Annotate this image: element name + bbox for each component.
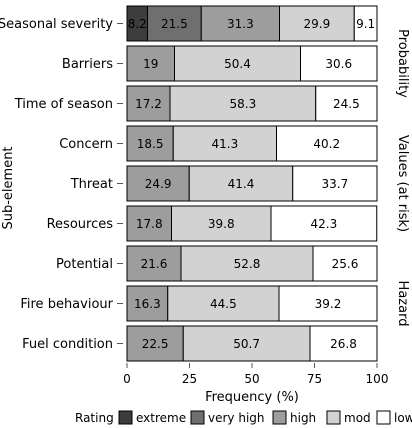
bar-segment-high xyxy=(200,5,280,42)
data-label: 33.7 xyxy=(322,177,349,191)
category-label: Fuel condition xyxy=(22,337,113,352)
y-axis-label: Sub-element xyxy=(1,146,16,229)
legend-label: high xyxy=(290,411,316,425)
bar-segment-mod xyxy=(169,85,317,122)
bar-segment-high xyxy=(126,45,175,82)
x-tick-label: 50 xyxy=(244,372,259,386)
legend-swatch xyxy=(376,410,391,425)
bar-segment-very-high xyxy=(147,5,202,42)
bar-segment-low xyxy=(270,205,378,242)
legend: Rating extreme very high high mod low xyxy=(75,410,412,425)
legend-label: extreme xyxy=(136,411,186,425)
category-label: Potential xyxy=(56,257,113,272)
category-label: Threat xyxy=(70,177,113,192)
data-label: 17.2 xyxy=(135,97,162,111)
legend-swatch xyxy=(326,410,341,425)
x-tick-label: 25 xyxy=(182,372,197,386)
bar-segment-mod xyxy=(172,125,277,162)
x-tick-label: 100 xyxy=(366,372,389,386)
category-label: Barriers xyxy=(62,57,113,72)
data-label: 8.2 xyxy=(128,17,147,31)
facet-label: Hazard xyxy=(395,281,410,327)
legend-title: Rating xyxy=(75,411,114,425)
data-label: 21.6 xyxy=(141,257,168,271)
data-label: 50.7 xyxy=(233,337,260,351)
data-label: 39.8 xyxy=(208,217,235,231)
data-label: 42.3 xyxy=(311,217,338,231)
data-label: 29.9 xyxy=(304,17,331,31)
data-label: 24.9 xyxy=(145,177,172,191)
data-label: 40.2 xyxy=(313,137,340,151)
data-label: 16.3 xyxy=(134,297,161,311)
data-label: 24.5 xyxy=(333,97,360,111)
x-tick-label: 0 xyxy=(123,372,131,386)
legend-label: mod xyxy=(344,411,371,425)
data-label: 52.8 xyxy=(234,257,261,271)
legend-label: low xyxy=(394,411,412,425)
bar-segment-mod xyxy=(171,205,272,242)
x-tick-label: 75 xyxy=(307,372,322,386)
legend-label: very high xyxy=(208,411,265,425)
bars: 8.2 21.5 31.3 29.9 9.1 19 50.4 30.6 17.2 58.3 24.5… xyxy=(126,5,378,362)
data-label: 18.5 xyxy=(137,137,164,151)
facet-labels: Probability Values (at risk) Hazard xyxy=(395,29,410,326)
data-label: 22.5 xyxy=(142,337,169,351)
bar-segment-low xyxy=(278,285,378,322)
category-label: Fire behaviour xyxy=(20,297,113,312)
category-labels: Seasonal severity Barriers Time of season C… xyxy=(0,17,123,352)
bar-segment-low xyxy=(276,125,378,162)
category-label: Time of season xyxy=(14,97,113,112)
data-label: 41.3 xyxy=(212,137,239,151)
bar-segment-mod xyxy=(188,165,294,202)
bar-segment-low xyxy=(300,45,378,82)
data-label: 44.5 xyxy=(210,297,237,311)
category-label: Seasonal severity xyxy=(0,17,113,32)
facet-label: Probability xyxy=(395,29,410,98)
category-label: Resources xyxy=(47,217,114,232)
data-label: 25.6 xyxy=(332,257,359,271)
data-label: 50.4 xyxy=(224,57,251,71)
bar-segment-low xyxy=(292,165,378,202)
facet-label: Values (at risk) xyxy=(395,135,410,232)
data-label: 31.3 xyxy=(227,17,254,31)
x-axis-label: Frequency (%) xyxy=(205,390,299,405)
data-label: 17.8 xyxy=(136,217,163,231)
data-label: 41.4 xyxy=(228,177,255,191)
legend-swatch xyxy=(272,410,287,425)
bar-segment-mod xyxy=(279,5,355,42)
data-label: 9.1 xyxy=(356,17,375,31)
data-label: 19 xyxy=(143,57,158,71)
bar-segment-mod xyxy=(174,45,301,82)
data-label: 21.5 xyxy=(161,17,188,31)
category-label: Concern xyxy=(59,137,113,152)
data-label: 30.6 xyxy=(325,57,352,71)
bar-segment-mod xyxy=(180,245,314,282)
bar-segment-high xyxy=(126,85,171,122)
data-label: 39.2 xyxy=(315,297,342,311)
bar-segment-low xyxy=(312,245,378,282)
x-axis: 0 25 50 75 100 xyxy=(123,363,388,386)
bar-segment-low xyxy=(309,325,378,362)
bar-segment-high xyxy=(126,165,190,202)
data-label: 58.3 xyxy=(230,97,257,111)
legend-swatch xyxy=(190,410,205,425)
bar-segment-low xyxy=(315,85,378,122)
bar-segment-high xyxy=(126,245,182,282)
data-label: 26.8 xyxy=(330,337,357,351)
bar-segment-mod xyxy=(167,285,280,322)
legend-swatch xyxy=(118,410,133,425)
bar-segment-low xyxy=(353,5,378,42)
